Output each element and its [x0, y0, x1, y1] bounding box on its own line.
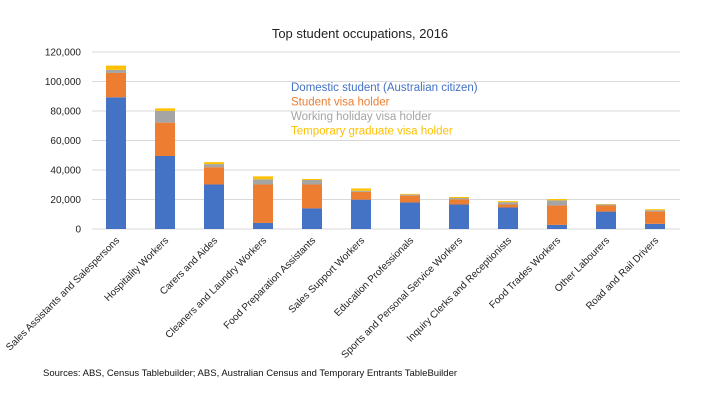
bar-segment	[155, 122, 175, 156]
y-tick-label: 80,000	[50, 107, 81, 118]
legend-entry: Student visa holder	[291, 97, 390, 109]
category-label: Food Preparation Assistants	[222, 235, 318, 331]
y-tick-label: 40,000	[50, 166, 81, 177]
bar-segment	[547, 200, 567, 206]
bar-segment	[302, 178, 322, 181]
bar-segment	[351, 190, 371, 192]
source-note: Sources: ABS, Census Tablebuilder; ABS, …	[43, 368, 458, 379]
bar-segment	[596, 211, 616, 229]
bar-segment	[106, 65, 126, 70]
bar-segment	[155, 108, 175, 111]
category-label: Inquiry Clerks and Receptionists	[405, 235, 514, 344]
bar-segment	[204, 184, 224, 229]
bar-segment	[498, 204, 518, 208]
bar-segment	[253, 222, 273, 229]
bar-segment	[449, 199, 469, 205]
bar-segment	[253, 184, 273, 223]
legend-entry: Working holiday visa holder	[291, 111, 432, 123]
category-label: Cleaners and Laundry Workers	[164, 235, 270, 341]
bar-segment	[155, 110, 175, 123]
y-tick-label: 20,000	[50, 195, 81, 206]
bar-segment	[400, 202, 420, 229]
y-tick-label: 0	[75, 225, 81, 236]
bar-segment	[204, 167, 224, 185]
bar-segment	[302, 208, 322, 229]
y-tick-label: 120,000	[45, 48, 82, 59]
bar-segment	[547, 199, 567, 201]
bar-segment	[596, 204, 616, 206]
bar-segment	[498, 201, 518, 203]
y-tick-label: 100,000	[45, 77, 82, 88]
bar-segment	[106, 69, 126, 73]
bar-segment	[400, 193, 420, 195]
bar-segment	[351, 199, 371, 229]
bar-segment	[645, 211, 665, 224]
bar-segment	[106, 97, 126, 229]
bar-segment	[106, 72, 126, 98]
bar-segment	[596, 205, 616, 212]
bar-segment	[351, 188, 371, 191]
bar-segment	[498, 202, 518, 205]
bar-segment	[155, 155, 175, 229]
bar-segment	[253, 176, 273, 180]
bar-segment	[351, 191, 371, 200]
category-label: Education Professionals	[332, 235, 416, 319]
bar-segment	[449, 204, 469, 229]
chart-title: Top student occupations, 2016	[272, 26, 448, 41]
bar-segment	[204, 162, 224, 165]
bar-segment	[253, 179, 273, 185]
bar-segment	[302, 180, 322, 185]
legend-entry: Temporary graduate visa holder	[291, 126, 453, 138]
bar-segment	[204, 164, 224, 168]
bar-segment	[302, 184, 322, 209]
bar-segment	[400, 195, 420, 203]
bar-segment	[645, 223, 665, 229]
bar-segment	[645, 210, 665, 212]
legend-entry: Domestic student (Australian citizen)	[291, 82, 478, 94]
bar-segment	[547, 224, 567, 229]
bar-segment	[645, 209, 665, 211]
y-tick-label: 60,000	[50, 136, 81, 147]
bar-segment	[449, 198, 469, 200]
bar-segment	[547, 205, 567, 225]
bar-segment	[498, 207, 518, 229]
bar-segment	[400, 194, 420, 196]
bar-segment	[449, 196, 469, 199]
